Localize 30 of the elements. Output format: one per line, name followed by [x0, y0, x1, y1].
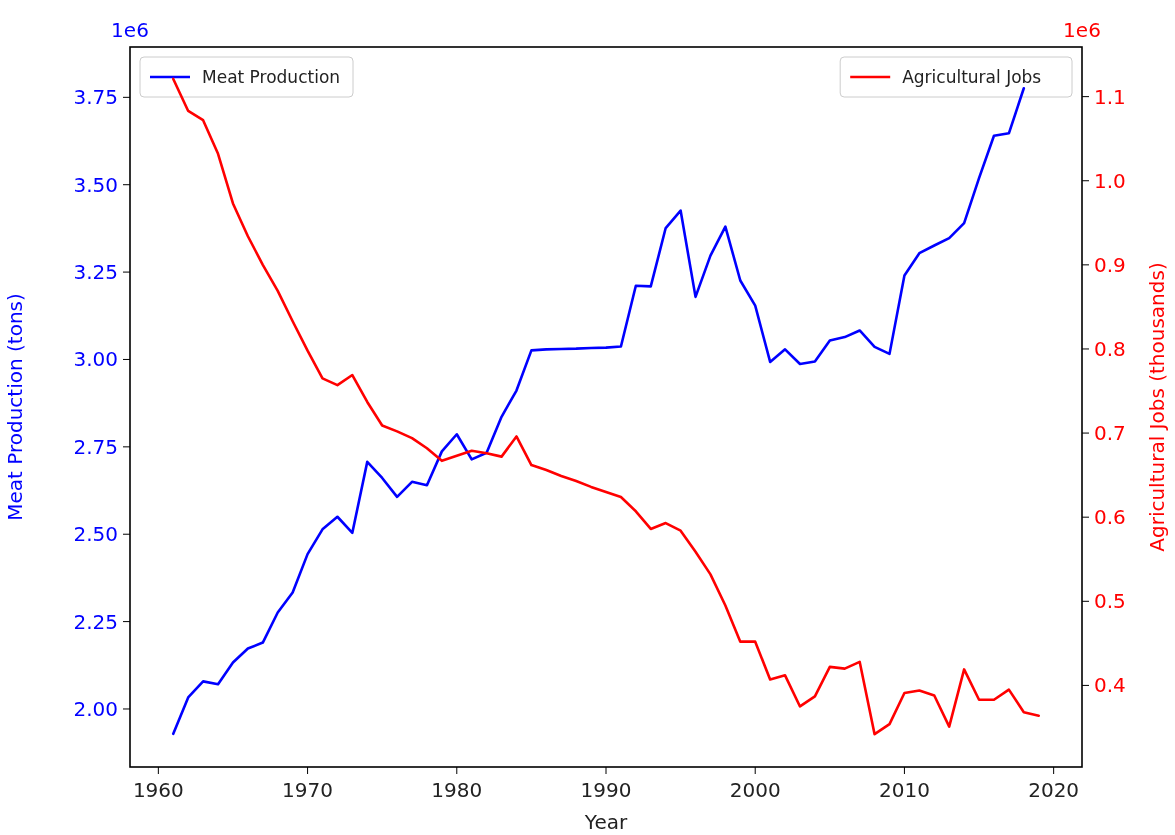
y-tick-label: 3.00 — [73, 347, 118, 372]
y2-tick-label: 0.9 — [1094, 252, 1126, 277]
x-tick-label: 2010 — [878, 778, 930, 802]
text: 1e6 — [111, 18, 149, 42]
x-tick-label: 1980 — [431, 778, 483, 802]
x-axis-title: Year — [583, 810, 628, 834]
y-tick-label: 2.50 — [73, 522, 118, 547]
x-tick-label: 1990 — [580, 778, 632, 802]
y2-tick-label: 0.5 — [1094, 589, 1126, 614]
text: 1e6 — [1063, 18, 1101, 42]
x-tick-label: 1960 — [132, 778, 184, 802]
y2-tick-label: 0.4 — [1094, 673, 1126, 698]
y2-tick-label: 0.6 — [1094, 505, 1126, 530]
y2-tick-label: 0.7 — [1094, 421, 1126, 446]
y-tick-label: 3.25 — [73, 260, 118, 285]
x-tick-label: 2000 — [729, 778, 781, 802]
y2-tick-label: 1.0 — [1094, 168, 1126, 193]
y-tick-label: 2.25 — [73, 609, 118, 634]
x-tick-label: 2020 — [1028, 778, 1080, 802]
y-tick-label: 3.50 — [73, 172, 118, 197]
y-axis-title: Meat Production (tons) — [3, 293, 27, 521]
x-tick-label: 1970 — [282, 778, 334, 802]
legend-label: Agricultural Jobs — [902, 67, 1042, 87]
y-tick-label: 2.75 — [73, 434, 118, 459]
y2-tick-label: 1.1 — [1094, 84, 1126, 109]
legend-label: Meat Production — [202, 67, 341, 87]
y2-axis-title: Agricultural Jobs (thousands) — [1145, 262, 1169, 552]
y-tick-label: 2.00 — [73, 696, 118, 721]
y-tick-label: 3.75 — [73, 85, 118, 110]
y2-tick-label: 0.8 — [1094, 336, 1126, 361]
